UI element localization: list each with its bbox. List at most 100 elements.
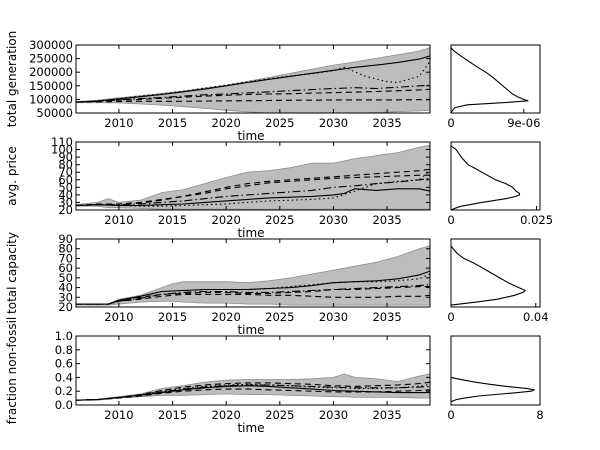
- y-tick-label: 250000: [29, 52, 73, 66]
- density-x-tick-label: 0.04: [523, 310, 549, 324]
- y-tick-label: 30: [58, 290, 73, 304]
- density-curve: [451, 145, 521, 210]
- y-tick-label: 90: [58, 232, 73, 246]
- density-x-tick-label: 0: [447, 408, 454, 422]
- y-tick-label: 40: [58, 188, 73, 202]
- x-tick-label: 2025: [265, 116, 294, 130]
- x-axis-label: time: [237, 226, 264, 240]
- density-axes-frame: [450, 335, 541, 406]
- series-line-dashdot-3: [76, 84, 430, 103]
- x-tick-label: 2025: [265, 408, 294, 422]
- density-x-tick-label: 8: [536, 408, 543, 422]
- series-line-solid-1: [76, 188, 430, 207]
- y-tick-label: 150000: [29, 79, 73, 93]
- x-tick-label: 2030: [319, 116, 348, 130]
- main-plot-area: [76, 373, 430, 401]
- y-tick-label: 0.6: [55, 357, 73, 371]
- x-tick-label: 2010: [104, 116, 133, 130]
- x-tick-label: 2015: [158, 408, 187, 422]
- x-tick-label: 2020: [212, 408, 241, 422]
- y-tick-label: 300000: [29, 38, 73, 52]
- x-tick-label: 2035: [372, 310, 401, 324]
- uncertainty-band: [76, 144, 430, 210]
- series-line-dotted-2: [76, 170, 430, 207]
- main-axes-frame: [75, 335, 431, 406]
- chart-row-4: 2010 2015 2020 2025 2030 2035 time 0.00.20.40.6…: [5, 317, 544, 435]
- series-line-dashed-4: [76, 381, 430, 401]
- density-plot-area: [451, 145, 521, 210]
- y-tick-label: 20: [58, 203, 73, 217]
- main-plot-area: [76, 144, 430, 210]
- y-tick-label: 0.8: [55, 343, 73, 357]
- y-tick-label: 50: [58, 271, 73, 285]
- density-x-tick-label: 0: [447, 213, 454, 227]
- density-x-tick-label: 9e-06: [507, 116, 540, 130]
- density-axes-frame: [450, 141, 541, 211]
- y-tick-label: 0.0: [55, 398, 73, 412]
- y-tick-label: 70: [58, 251, 73, 265]
- y-tick-label: 60: [58, 173, 73, 187]
- y-tick-label: 50000: [36, 106, 73, 120]
- x-tick-label: 2035: [372, 213, 401, 227]
- series-line-dashed-4: [76, 88, 430, 103]
- x-axis-label: time: [237, 421, 264, 435]
- x-tick-label: 2015: [158, 310, 187, 324]
- series-line-dashed-4: [76, 168, 430, 207]
- density-axes-frame: [450, 44, 541, 114]
- density-x-tick-label: 0: [447, 116, 454, 130]
- chart-row-1: 2010 2015 2020 2025 2030 2035 time 500001000001…: [5, 31, 541, 143]
- x-axis-label: time: [237, 323, 264, 337]
- y-tick-label: 110: [51, 135, 73, 149]
- x-tick-label: 2015: [158, 213, 187, 227]
- x-tick-label: 2010: [104, 310, 133, 324]
- chart-row-2: 2010 2015 2020 2025 2030 2035time203040506070…: [5, 135, 553, 240]
- x-tick-label: 2030: [319, 310, 348, 324]
- y-tick-label: 0.2: [55, 384, 73, 398]
- series-line-dotted-2: [76, 60, 430, 103]
- x-tick-label: 2025: [265, 310, 294, 324]
- uncertainty-band: [76, 245, 430, 306]
- x-tick-label: 2030: [319, 213, 348, 227]
- main-plot-area: [76, 47, 430, 113]
- x-axis-label: time: [237, 129, 264, 143]
- density-plot-area: [451, 245, 526, 306]
- series-line-dashed-5: [76, 99, 430, 103]
- y-tick-label: 100: [51, 143, 73, 157]
- x-tick-label: 2020: [212, 310, 241, 324]
- x-tick-label: 2025: [265, 213, 294, 227]
- chart-row-3: 2010 2015 2020 2025 2030 2035time203040506070…: [5, 232, 549, 337]
- y-tick-label: 30: [58, 195, 73, 209]
- y-axis-label: avg. price: [5, 146, 19, 206]
- density-plot-area: [451, 47, 529, 113]
- series-line-solid-1: [76, 270, 430, 305]
- y-axis-label: fraction non-fossil: [5, 317, 19, 425]
- x-tick-label: 2010: [104, 408, 133, 422]
- x-tick-label: 2035: [372, 408, 401, 422]
- series-line-dashed-5: [76, 174, 430, 207]
- y-tick-label: 100000: [29, 92, 73, 106]
- x-tick-label: 2030: [319, 408, 348, 422]
- x-tick-label: 2010: [104, 213, 133, 227]
- series-line-dashed-5: [76, 293, 430, 305]
- density-curve: [451, 47, 529, 113]
- y-tick-label: 70: [58, 165, 73, 179]
- density-curve: [451, 376, 535, 403]
- series-line-dashdot-3: [76, 177, 430, 207]
- y-tick-label: 1.0: [55, 329, 73, 343]
- x-tick-label: 2020: [212, 116, 241, 130]
- y-tick-label: 50: [58, 180, 73, 194]
- density-plot-area: [451, 376, 535, 403]
- x-tick-label: 2015: [158, 116, 187, 130]
- y-tick-label: 40: [58, 281, 73, 295]
- main-axes-frame: [75, 141, 431, 211]
- y-tick-label: 20: [58, 300, 73, 314]
- main-axes-frame: [75, 238, 431, 308]
- y-tick-label: 80: [58, 242, 73, 256]
- x-tick-label: 2035: [372, 116, 401, 130]
- uncertainty-band: [76, 373, 430, 401]
- series-line-dashed-5: [76, 388, 430, 401]
- x-tick-label: 2020: [212, 213, 241, 227]
- y-axis-label: total capacity: [5, 232, 19, 314]
- main-plot-area: [76, 245, 430, 306]
